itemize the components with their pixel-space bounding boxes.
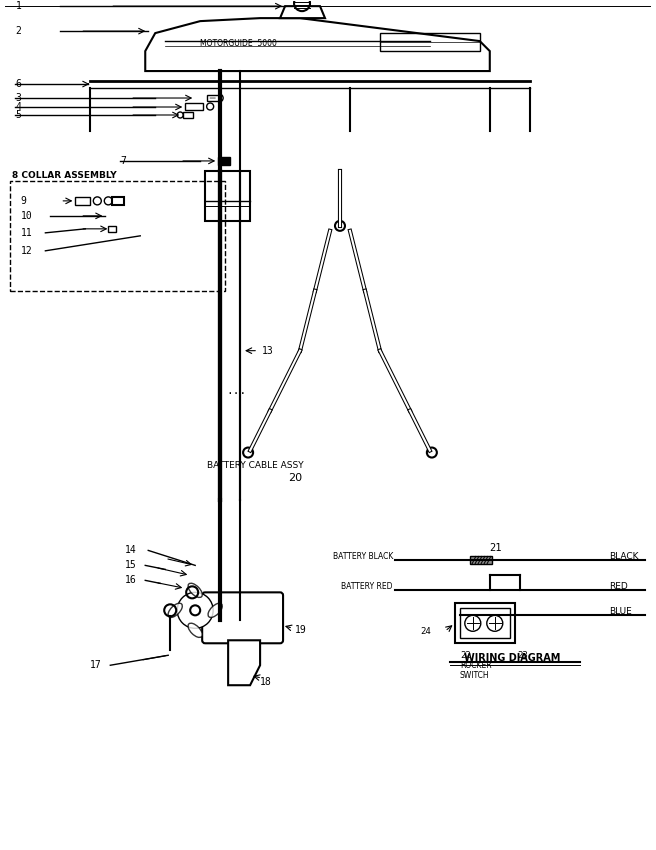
Bar bbox=[380, 33, 480, 51]
Text: 22: 22 bbox=[460, 651, 470, 660]
Text: 14: 14 bbox=[125, 546, 137, 555]
Bar bbox=[207, 95, 219, 101]
FancyBboxPatch shape bbox=[202, 592, 283, 643]
Text: 21: 21 bbox=[489, 543, 502, 553]
Ellipse shape bbox=[188, 583, 202, 598]
Text: 24: 24 bbox=[420, 626, 430, 636]
Text: 18: 18 bbox=[260, 677, 272, 688]
Text: 7: 7 bbox=[120, 156, 126, 166]
Text: 12: 12 bbox=[20, 246, 32, 256]
Text: 17: 17 bbox=[91, 660, 102, 671]
Bar bbox=[460, 609, 510, 638]
Bar bbox=[218, 157, 230, 165]
Text: 5: 5 bbox=[16, 110, 21, 120]
Text: 9: 9 bbox=[20, 196, 26, 206]
Bar bbox=[455, 604, 515, 643]
Circle shape bbox=[294, 0, 310, 11]
Text: RED: RED bbox=[609, 582, 628, 591]
Bar bbox=[75, 197, 91, 205]
Text: 8 COLLAR ASSEMBLY: 8 COLLAR ASSEMBLY bbox=[12, 172, 117, 180]
Text: 4: 4 bbox=[16, 102, 21, 112]
Ellipse shape bbox=[168, 604, 182, 617]
Text: SWITCH: SWITCH bbox=[460, 671, 489, 680]
Polygon shape bbox=[280, 6, 325, 18]
Text: BATTERY CABLE ASSY: BATTERY CABLE ASSY bbox=[207, 461, 304, 470]
Text: BATTERY BLACK: BATTERY BLACK bbox=[333, 552, 393, 561]
Bar bbox=[108, 226, 116, 232]
Text: MOTORGUIDE  5000: MOTORGUIDE 5000 bbox=[200, 38, 277, 48]
Ellipse shape bbox=[208, 604, 222, 617]
Polygon shape bbox=[228, 640, 260, 685]
Circle shape bbox=[335, 221, 345, 231]
Text: BATTERY RED: BATTERY RED bbox=[341, 582, 393, 591]
Bar bbox=[112, 197, 124, 205]
Text: 23: 23 bbox=[518, 651, 529, 660]
Text: 3: 3 bbox=[16, 93, 21, 103]
Text: 16: 16 bbox=[125, 575, 137, 586]
Text: 11: 11 bbox=[20, 228, 32, 238]
Bar bbox=[205, 171, 250, 221]
Text: 13: 13 bbox=[262, 346, 274, 355]
PathPatch shape bbox=[145, 18, 490, 71]
Circle shape bbox=[190, 605, 200, 615]
Text: 6: 6 bbox=[16, 79, 21, 89]
Text: BLACK: BLACK bbox=[609, 552, 639, 561]
Text: 15: 15 bbox=[125, 560, 137, 570]
Bar bbox=[183, 112, 193, 118]
Text: BLUE: BLUE bbox=[609, 607, 632, 615]
Text: ROCKER: ROCKER bbox=[460, 660, 491, 670]
Text: 2: 2 bbox=[16, 26, 21, 36]
Bar bbox=[185, 103, 203, 110]
Text: 1: 1 bbox=[16, 1, 21, 11]
Bar bbox=[10, 181, 225, 291]
Text: 19: 19 bbox=[295, 626, 307, 635]
Text: 20: 20 bbox=[288, 473, 302, 483]
Text: WIRING DIAGRAM: WIRING DIAGRAM bbox=[464, 654, 560, 663]
Ellipse shape bbox=[188, 623, 202, 638]
Text: ...: ... bbox=[226, 386, 247, 395]
Bar bbox=[470, 557, 492, 564]
Circle shape bbox=[177, 592, 213, 628]
Text: 10: 10 bbox=[20, 211, 32, 221]
